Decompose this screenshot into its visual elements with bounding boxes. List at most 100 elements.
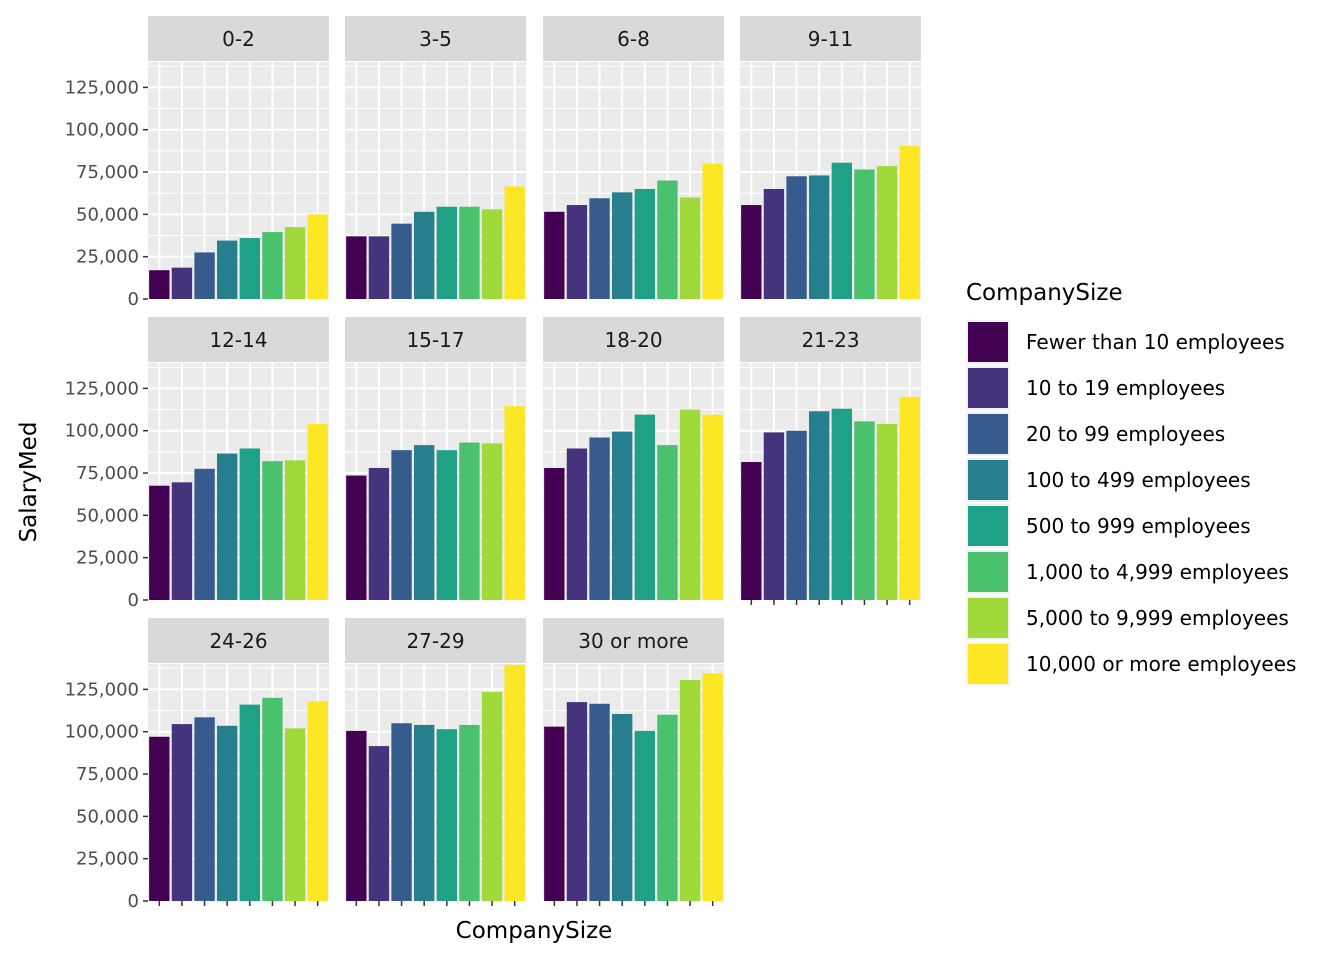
legend-swatch: [968, 644, 1008, 684]
bar-0-2-2: [171, 267, 193, 299]
bars: [741, 145, 920, 299]
bar-18-20-1: [544, 467, 565, 600]
x-ticks: [750, 600, 911, 605]
bars: [346, 406, 525, 600]
bar-30-or-more-7: [679, 680, 701, 901]
facet-label: 24-26: [209, 629, 267, 653]
bar-0-2-5: [239, 238, 260, 299]
facet-label: 6-8: [617, 27, 650, 51]
bar-6-8-7: [679, 197, 701, 299]
bar-27-29-8: [504, 664, 525, 901]
bars: [741, 396, 920, 600]
y-tick-label: 75,000: [76, 764, 139, 785]
bars: [346, 664, 525, 901]
y-tick-label: 25,000: [76, 247, 139, 268]
bar-0-2-7: [284, 227, 306, 299]
bar-30-or-more-2: [566, 702, 588, 901]
legend-item-1: Fewer than 10 employees: [966, 320, 1285, 364]
bar-3-5-7: [481, 209, 503, 299]
bar-6-8-1: [544, 211, 565, 299]
bar-9-11-6: [854, 169, 875, 299]
legend-swatch: [968, 414, 1008, 454]
bars: [346, 186, 525, 299]
facet-strip: [148, 618, 329, 663]
bar-18-20-4: [612, 431, 633, 600]
facet-panel-0-2: 0-2 0 25,000 50,000 75,000 100,000 125,000: [65, 16, 329, 310]
legend-item-4: 100 to 499 employees: [966, 458, 1251, 502]
bar-21-23-2: [763, 432, 785, 600]
bar-24-26-8: [307, 701, 328, 901]
bar-12-14-6: [262, 461, 283, 600]
y-axis: 0 25,000 50,000 75,000 100,000 125,000: [65, 378, 148, 611]
x-ticks: [355, 901, 516, 906]
legend-item-3: 20 to 99 employees: [966, 412, 1225, 456]
bar-3-5-5: [436, 206, 457, 299]
legend-swatch: [968, 368, 1008, 408]
bar-0-2-6: [262, 232, 283, 299]
y-tick-label: 75,000: [76, 463, 139, 484]
facet-label: 15-17: [406, 328, 464, 352]
facet-label: 30 or more: [578, 629, 688, 653]
y-tick-label: 50,000: [76, 204, 139, 225]
bar-9-11-4: [809, 175, 830, 299]
bar-3-5-1: [346, 236, 367, 299]
facet-strip: [345, 16, 526, 61]
facet-label: 3-5: [419, 27, 452, 51]
legend-label: 10,000 or more employees: [1026, 652, 1296, 676]
bar-18-20-8: [702, 414, 723, 600]
legend-item-6: 1,000 to 4,999 employees: [966, 550, 1289, 594]
legend-item-8: 10,000 or more employees: [966, 642, 1296, 686]
bar-18-20-2: [566, 448, 588, 600]
facet-strip: [543, 618, 724, 663]
legend-label: 100 to 499 employees: [1026, 468, 1251, 492]
bar-3-5-3: [391, 223, 412, 299]
facet-label: 27-29: [406, 629, 464, 653]
bar-0-2-8: [307, 214, 328, 299]
legend-item-7: 5,000 to 9,999 employees: [966, 596, 1289, 640]
y-tick-label: 125,000: [65, 77, 139, 98]
bar-0-2-4: [217, 240, 238, 299]
bar-18-20-6: [657, 445, 678, 600]
y-tick-label: 0: [128, 289, 139, 310]
facet-strip: [543, 16, 724, 61]
bar-0-2-1: [149, 270, 170, 299]
y-tick-label: 100,000: [65, 120, 139, 141]
facet-label: 18-20: [604, 328, 662, 352]
bar-27-29-3: [391, 723, 412, 901]
y-tick-label: 50,000: [76, 505, 139, 526]
legend-label: 1,000 to 4,999 employees: [1026, 560, 1289, 584]
bar-21-23-5: [831, 408, 852, 600]
legend-label: 500 to 999 employees: [1026, 514, 1251, 538]
facet-panel-24-26: 24-26 0 25,000 50,000 75,000 100,000 125,000: [65, 618, 329, 912]
facet-panel-9-11: 9-11: [740, 16, 921, 300]
bar-15-17-7: [481, 443, 503, 600]
y-tick-label: 0: [128, 590, 139, 611]
facet-panel-30-or-more: 30 or more: [543, 618, 724, 906]
bar-21-23-4: [809, 411, 830, 600]
facet-label: 21-23: [801, 328, 859, 352]
bar-0-2-3: [194, 252, 215, 299]
bar-15-17-6: [459, 442, 480, 600]
bar-24-26-4: [217, 725, 238, 901]
bar-12-14-3: [194, 468, 215, 600]
bar-12-14-4: [217, 453, 238, 600]
x-axis-title: CompanySize: [456, 918, 613, 944]
facet-strip: [740, 16, 921, 61]
bar-9-11-2: [763, 188, 785, 299]
y-tick-label: 50,000: [76, 806, 139, 827]
legend-swatch: [968, 552, 1008, 592]
bars: [544, 673, 723, 901]
bar-30-or-more-4: [612, 713, 633, 901]
facet-strip: [345, 618, 526, 663]
bar-12-14-1: [149, 485, 170, 600]
facet-panel-6-8: 6-8: [543, 16, 724, 300]
bar-24-26-3: [194, 717, 215, 901]
bar-21-23-1: [741, 462, 762, 600]
bar-9-11-8: [899, 145, 920, 299]
bar-15-17-4: [414, 445, 435, 600]
bar-12-14-7: [284, 460, 306, 600]
bar-24-26-5: [239, 704, 260, 901]
legend-swatch: [968, 322, 1008, 362]
bar-15-17-2: [368, 467, 390, 600]
